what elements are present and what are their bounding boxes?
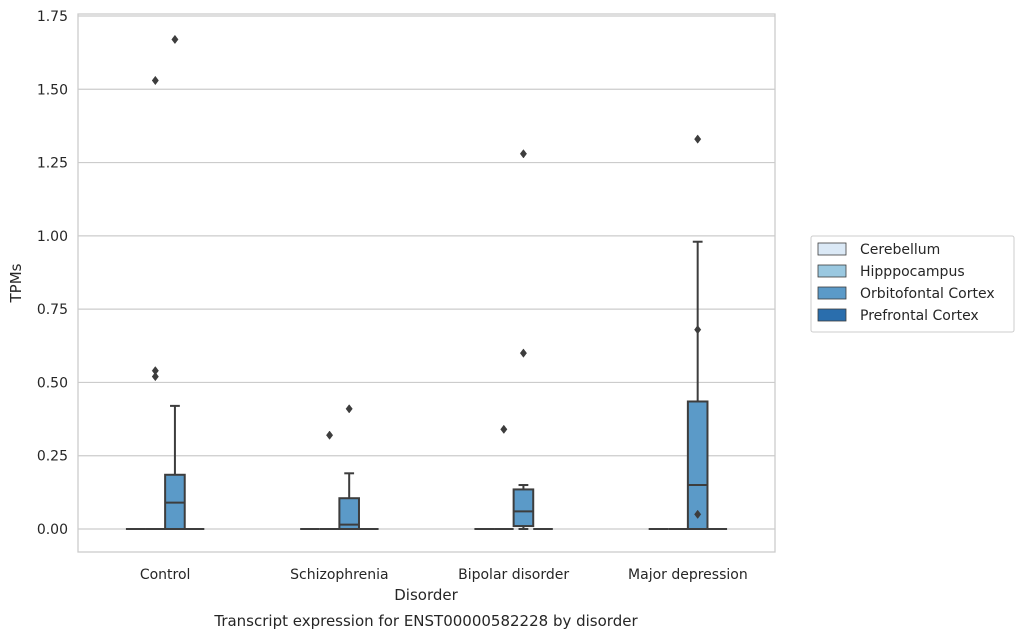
- outlier-point: [500, 424, 508, 434]
- gridlines: [78, 15, 775, 530]
- x-tick-label: Major depression: [628, 567, 748, 583]
- x-tick-label: Control: [140, 567, 191, 583]
- x-axis: Control Schizophrenia Bipolar disorder Majo…: [140, 567, 748, 583]
- y-tick-label: 0.25: [37, 449, 68, 465]
- y-tick-label: 1.25: [37, 156, 68, 172]
- y-tick-label: 0.00: [37, 522, 68, 538]
- outlier-point: [171, 34, 179, 45]
- legend-label: Orbitofontal Cortex: [860, 286, 995, 302]
- x-axis-title: Disorder: [394, 586, 458, 604]
- outlier-point: [519, 149, 527, 159]
- legend-swatch: [817, 286, 847, 300]
- legend-swatch: [817, 264, 847, 278]
- box-orbitofontal-cortex: [512, 149, 535, 530]
- box-hipppocampus: [319, 430, 340, 530]
- legend-label: Prefrontal Cortex: [860, 308, 979, 324]
- plot-frame: [77, 13, 776, 553]
- legend-label: Cerebellum: [860, 242, 940, 258]
- y-tick-label: 0.75: [37, 302, 68, 318]
- y-axis: 0.00 0.25 0.50 0.75 1.00 1.25 1.50 1.75: [37, 9, 68, 538]
- x-tick-label: Schizophrenia: [290, 567, 388, 583]
- x-tick-label: Bipolar disorder: [458, 567, 569, 583]
- outlier-point: [519, 348, 527, 358]
- box-body: [338, 497, 360, 531]
- box-body: [512, 488, 535, 528]
- outlier-point: [151, 371, 159, 382]
- legend-swatch: [817, 308, 847, 322]
- box-orbitofontal-cortex: [686, 134, 709, 530]
- y-axis-title: TPMs: [7, 263, 25, 303]
- y-tick-label: 1.50: [37, 82, 68, 98]
- outlier-point: [151, 75, 159, 86]
- outlier-point: [694, 325, 702, 335]
- outlier-point: [694, 134, 702, 144]
- chart-caption: Transcript expression for ENST0000058222…: [213, 612, 638, 630]
- box-body: [686, 400, 709, 530]
- y-tick-label: 1.00: [37, 229, 68, 245]
- box-orbitofontal-cortex: [164, 34, 186, 531]
- plot-area: [125, 34, 728, 531]
- box-hipppocampus: [145, 75, 166, 530]
- outlier-point: [345, 404, 353, 414]
- box-orbitofontal-cortex: [338, 404, 360, 531]
- legend-swatch: [817, 242, 847, 256]
- legend: Cerebellum Hipppocampus Orbitofontal Corte…: [810, 235, 1015, 333]
- box-hipppocampus: [494, 424, 514, 530]
- legend-frame: [810, 235, 1015, 333]
- outlier-point: [694, 509, 702, 519]
- y-tick-label: 1.75: [37, 9, 68, 25]
- y-tick-label: 0.50: [37, 375, 68, 391]
- legend-label: Hipppocampus: [860, 264, 965, 280]
- outlier-point: [326, 430, 334, 440]
